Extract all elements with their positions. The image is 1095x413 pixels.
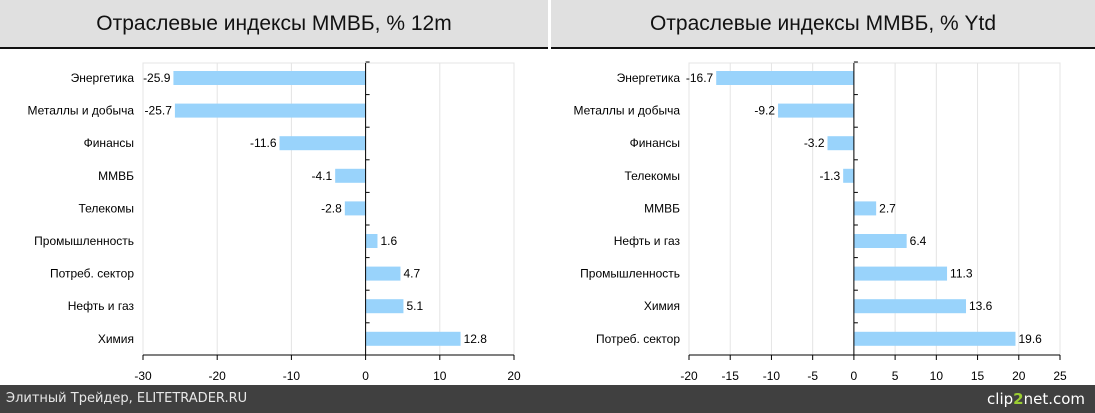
category-label: Потреб. сектор [596, 332, 680, 346]
category-label: Нефть и газ [614, 234, 681, 248]
x-tick-label: -10 [763, 369, 781, 383]
data-label: -16.7 [686, 71, 714, 85]
category-label: Нефть и газ [68, 299, 135, 313]
bar [335, 168, 366, 183]
bar [365, 234, 378, 248]
category-label: Телекомы [78, 201, 134, 215]
data-label: 4.7 [403, 267, 420, 281]
bar [778, 103, 854, 118]
data-label: -2.8 [321, 201, 342, 215]
data-label: -9.2 [754, 104, 775, 118]
x-tick-label: -20 [680, 369, 698, 383]
chart-title-ytd: Отраслевые индексы ММВБ, % Ytd [551, 0, 1095, 49]
bar [365, 331, 461, 346]
category-label: ММВБ [98, 169, 134, 183]
bar [344, 201, 366, 216]
clip2net-logo[interactable]: clip2net.com [987, 390, 1085, 408]
category-label: Металлы и добыча [27, 104, 134, 118]
bar [365, 299, 404, 314]
x-tick-label: 25 [1053, 369, 1067, 383]
category-label: Металлы и добыча [573, 104, 680, 118]
charts-canvas: -30 -20 -10 0 10 20 -25.9 Энергетика -25.7 Металл… [27, 61, 1067, 383]
data-label: 11.3 [950, 267, 973, 281]
category-label: ММВБ [644, 201, 680, 215]
bar [843, 168, 854, 183]
category-label: Потреб. сектор [50, 267, 134, 281]
category-label: Химия [644, 299, 680, 313]
data-label: -11.6 [250, 136, 277, 150]
category-label: Телекомы [624, 169, 680, 183]
category-label: Промышленность [34, 234, 134, 248]
bar [174, 103, 366, 118]
data-label: 19.6 [1018, 332, 1042, 346]
bar [853, 331, 1016, 346]
data-label: 6.4 [910, 234, 927, 248]
footer-source: Элитный Трейдер, ELITETRADER.RU [6, 391, 248, 406]
x-tick-label: 20 [1012, 369, 1026, 383]
x-tick-label: -10 [283, 369, 301, 383]
x-tick-label: -20 [209, 369, 227, 383]
category-label: Финансы [630, 136, 680, 150]
category-label: Промышленность [580, 267, 680, 281]
data-label: 12.8 [464, 332, 488, 346]
x-tick-label: 15 [971, 369, 985, 383]
bar [853, 201, 877, 216]
chart-title-12m: Отраслевые индексы ММВБ, % 12m [0, 0, 548, 49]
x-tick-label: 10 [930, 369, 944, 383]
data-label: -25.9 [143, 71, 171, 85]
data-label: -1.3 [819, 169, 840, 183]
x-tick-label: 5 [892, 369, 899, 383]
x-tick-label: -15 [722, 369, 740, 383]
bar [827, 136, 854, 151]
category-label: Энергетика [71, 71, 135, 85]
x-tick-label: -30 [134, 369, 152, 383]
data-label: 5.1 [406, 299, 423, 313]
x-tick-label: 10 [433, 369, 447, 383]
category-label: Финансы [84, 136, 134, 150]
bar [716, 71, 854, 85]
data-label: -4.1 [311, 169, 332, 183]
bar [279, 136, 366, 151]
bar [853, 234, 907, 248]
footer-bar: Элитный Трейдер, ELITETRADER.RU clip2net… [0, 385, 1095, 413]
bar [365, 266, 401, 281]
x-tick-label: -5 [807, 369, 818, 383]
data-label: 13.6 [969, 299, 993, 313]
bar [173, 71, 366, 85]
data-label: -25.7 [145, 104, 173, 118]
bar [853, 299, 967, 314]
bar [853, 266, 948, 281]
category-label: Энергетика [617, 71, 681, 85]
category-label: Химия [98, 332, 134, 346]
x-tick-label: 0 [362, 369, 369, 383]
data-label: 1.6 [380, 234, 397, 248]
data-label: -3.2 [804, 136, 825, 150]
data-label: 2.7 [879, 201, 896, 215]
x-tick-label: 0 [851, 369, 858, 383]
x-tick-label: 20 [507, 369, 521, 383]
